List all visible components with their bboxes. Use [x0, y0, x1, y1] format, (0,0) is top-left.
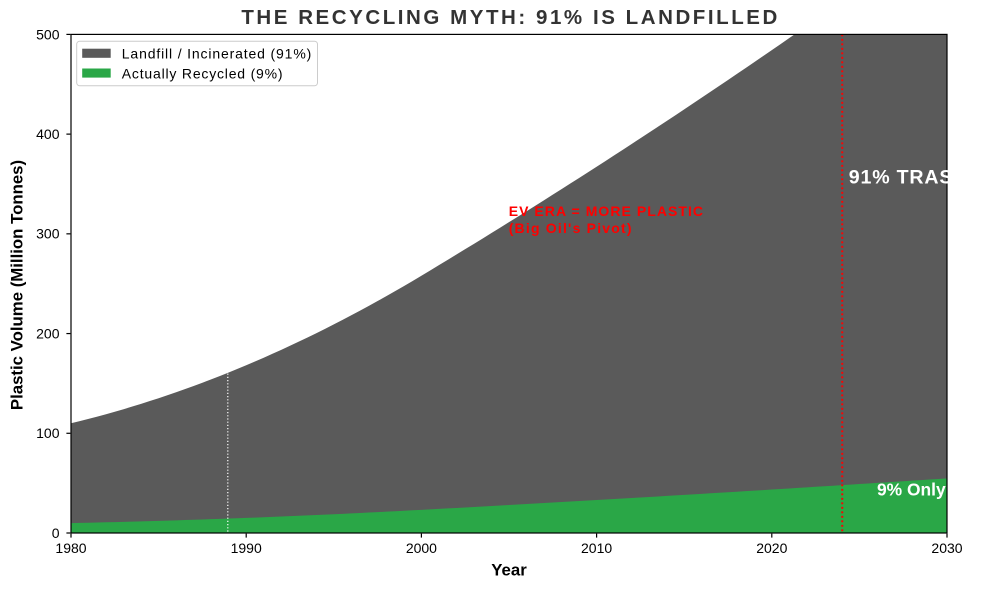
svg-text:2000: 2000 [406, 540, 437, 556]
svg-text:2020: 2020 [756, 540, 787, 556]
svg-text:100: 100 [36, 425, 60, 441]
svg-text:(Big Oil's Pivot): (Big Oil's Pivot) [509, 220, 633, 236]
svg-text:91% TRASH: 91% TRASH [849, 166, 968, 188]
svg-text:1990: 1990 [231, 540, 262, 556]
svg-text:2030: 2030 [931, 540, 962, 556]
svg-text:1980: 1980 [55, 540, 86, 556]
svg-text:EV ERA = MORE PLASTIC: EV ERA = MORE PLASTIC [509, 203, 704, 219]
svg-text:Landfill / Incinerated (91%): Landfill / Incinerated (91%) [122, 45, 312, 61]
svg-text:9% Only: 9% Only [877, 479, 946, 499]
svg-text:300: 300 [36, 226, 60, 242]
svg-text:THE RECYCLING MYTH: 91% IS LAN: THE RECYCLING MYTH: 91% IS LANDFILLED [241, 6, 780, 29]
svg-text:2010: 2010 [581, 540, 612, 556]
svg-text:Actually Recycled (9%): Actually Recycled (9%) [122, 65, 284, 81]
svg-text:0: 0 [52, 525, 60, 541]
svg-text:Year: Year [491, 561, 527, 580]
svg-text:500: 500 [36, 26, 60, 42]
svg-text:200: 200 [36, 325, 60, 341]
svg-text:400: 400 [36, 126, 60, 142]
svg-text:Plastic Volume (Million Tonnes: Plastic Volume (Million Tonnes) [8, 160, 27, 410]
